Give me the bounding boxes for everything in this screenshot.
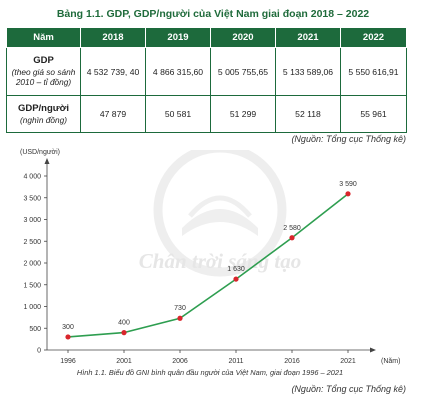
table-cell: 47 879	[80, 95, 146, 133]
x-tick-label: 2011	[228, 358, 243, 365]
chart-caption: Hình 1.1. Biểu đồ GNI bình quân đầu ngườ…	[76, 368, 344, 377]
table-source: (Nguồn: Tổng cục Thống kê)	[291, 134, 406, 144]
table-header-row: Năm 2018 2019 2020 2021 2022	[6, 27, 407, 48]
table-cell: 5 005 755,65	[210, 47, 276, 96]
data-label: 2 580	[283, 225, 301, 232]
row-label: GDP/người (nghìn đồng)	[6, 95, 81, 133]
x-tick-label: 2006	[172, 358, 188, 365]
y-axis-arrow	[44, 158, 50, 164]
data-label: 730	[174, 305, 186, 312]
table-cell: 52 118	[275, 95, 341, 133]
y-tick-label: 1 000	[23, 304, 41, 311]
data-label: 3 590	[339, 181, 357, 188]
table-cell: 4 532 739, 40	[80, 47, 146, 96]
watermark-logo: Chân trời sáng tạo	[139, 150, 301, 277]
data-point	[177, 315, 183, 321]
header-cell: 2022	[340, 27, 407, 48]
y-tick-label: 1 500	[23, 282, 41, 289]
x-axis-title: (Năm)	[381, 358, 400, 365]
header-cell: Năm	[6, 27, 81, 48]
x-tick-label: 1996	[60, 358, 76, 365]
data-label: 1 630	[227, 266, 245, 273]
y-tick-label: 2 500	[23, 239, 41, 246]
header-cell: 2019	[145, 27, 211, 48]
series-line	[67, 193, 349, 338]
table-cell: 50 581	[145, 95, 211, 133]
x-tick-label: 2021	[340, 358, 356, 365]
table-title: Bảng 1.1. GDP, GDP/người của Việt Nam gi…	[56, 8, 370, 20]
x-tick-label: 2016	[284, 358, 300, 365]
data-point	[345, 191, 351, 197]
gni-line-chart: 0 500 1 000 1 500 2 000 2 500 3 000 3 500 4 000 1…	[20, 149, 400, 365]
table-cell: 55 961	[340, 95, 407, 133]
header-cell: 2020	[210, 27, 276, 48]
data-label: 300	[62, 324, 74, 331]
y-tick-label: 3 000	[23, 217, 41, 224]
y-tick-label: 0	[37, 348, 41, 355]
row-label: GDP (theo giá so sánh 2010 – tỉ đồng)	[6, 47, 81, 96]
y-axis-title: (USD/người)	[20, 149, 60, 156]
y-tick-label: 4 000	[23, 174, 41, 181]
data-label: 400	[118, 320, 130, 327]
table-row-gdp-per-capita: GDP/người (nghìn đồng) 47 879 50 581 51 …	[6, 95, 407, 133]
row-label-title: GDP	[33, 55, 54, 67]
table-cell: 5 133 589,06	[275, 47, 341, 96]
row-label-sub: (nghìn đồng)	[19, 114, 68, 125]
row-label-sub: 2010 – tỉ đồng)	[15, 77, 72, 88]
row-label-title: GDP/người	[17, 103, 70, 114]
table-cell: 5 550 616,91	[340, 47, 407, 96]
header-cell: 2021	[275, 27, 341, 48]
data-point	[65, 334, 71, 340]
x-axis-arrow	[370, 347, 376, 353]
y-tick-label: 3 500	[23, 195, 41, 202]
row-label-sub: (theo giá so sánh	[11, 66, 76, 77]
table-row-gdp: GDP (theo giá so sánh 2010 – tỉ đồng) 4 …	[6, 47, 407, 96]
data-point	[121, 330, 127, 336]
y-tick-label: 500	[29, 326, 41, 333]
data-point	[233, 276, 239, 282]
table-cell: 51 299	[210, 95, 276, 133]
y-tick-label: 2 000	[23, 261, 41, 268]
x-tick-label: 2001	[116, 358, 132, 365]
header-cell: 2018	[80, 27, 146, 48]
watermark-text: Chân trời sáng tạo	[139, 249, 301, 273]
gdp-table: Năm 2018 2019 2020 2021 2022 GDP (theo g…	[6, 27, 407, 133]
data-point	[289, 235, 295, 241]
table-cell: 4 866 315,60	[145, 47, 211, 96]
chart-source: (Nguồn: Tổng cục Thống kê)	[291, 384, 406, 394]
